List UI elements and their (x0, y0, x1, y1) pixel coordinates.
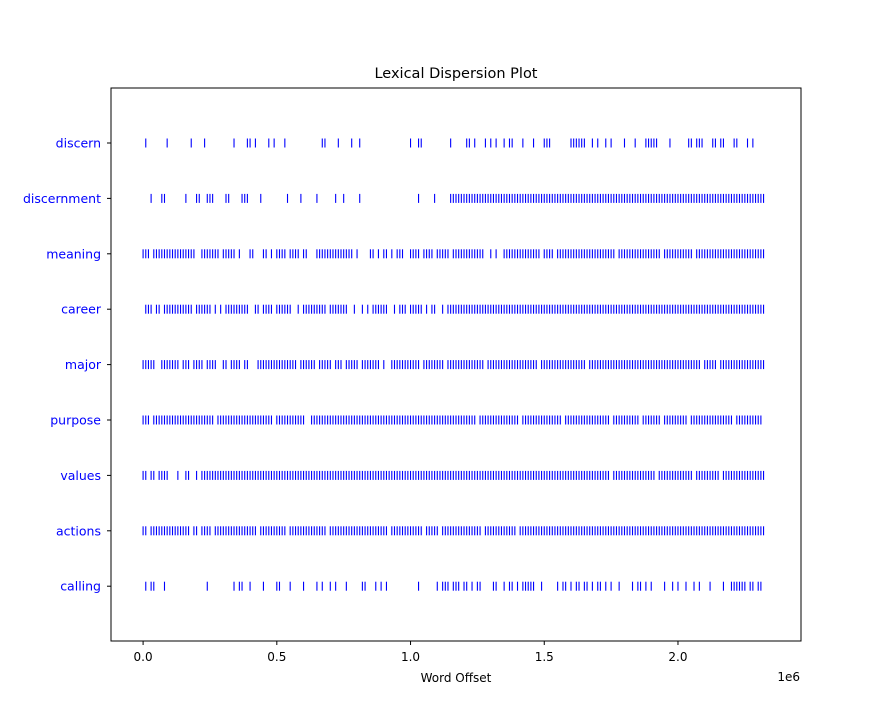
x-tick-label: 1.0 (401, 650, 420, 664)
x-axis-ticks: 0.0 0.5 1.0 1.5 2.0 (134, 641, 688, 664)
dispersion-marks (142, 138, 765, 591)
word-label-discern: discern (56, 136, 101, 151)
word-label-purpose: purpose (50, 413, 101, 428)
word-label-major: major (65, 357, 102, 372)
word-label-career: career (61, 302, 102, 317)
word-label-meaning: meaning (46, 246, 101, 261)
x-tick-label: 2.0 (668, 650, 687, 664)
x-tick-label: 0.0 (134, 650, 153, 664)
word-labels: discern discernment meaning career major purp… (23, 136, 111, 594)
plot-frame (110, 87, 802, 642)
x-axis-scale-label: 1e6 (777, 670, 800, 684)
x-tick-label: 1.5 (535, 650, 554, 664)
chart-title: Lexical Dispersion Plot (374, 66, 537, 82)
x-tick-label: 0.5 (267, 650, 286, 664)
word-label-actions: actions (56, 523, 101, 538)
word-label-calling: calling (60, 579, 101, 594)
x-axis-label: Word Offset (421, 671, 492, 685)
word-label-values: values (60, 468, 101, 483)
word-label-discernment: discernment (23, 191, 101, 206)
